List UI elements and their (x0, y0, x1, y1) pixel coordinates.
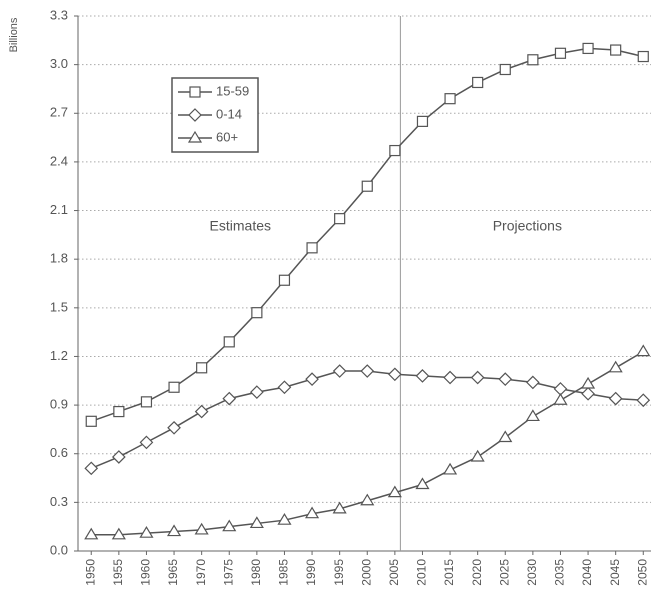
x-tick-label: 2020 (470, 559, 484, 586)
marker (445, 94, 455, 104)
x-tick-label: 1970 (194, 559, 208, 586)
x-tick-label: 1980 (249, 559, 263, 586)
marker (472, 372, 484, 384)
marker (611, 45, 621, 55)
marker (362, 181, 372, 191)
marker (390, 146, 400, 156)
x-tick-label: 2010 (415, 559, 429, 586)
marker (85, 529, 97, 539)
marker (637, 394, 649, 406)
y-tick-label: 0.0 (50, 542, 68, 557)
marker (251, 386, 263, 398)
marker (224, 337, 234, 347)
marker (168, 422, 180, 434)
y-tick-label: 0.6 (50, 445, 68, 460)
x-tick-label: 1990 (304, 559, 318, 586)
marker (114, 407, 124, 417)
marker (610, 393, 622, 405)
x-tick-label: 2030 (525, 559, 539, 586)
marker (555, 48, 565, 58)
marker (472, 451, 484, 461)
legend-label: 0-14 (216, 106, 242, 121)
marker (500, 65, 510, 75)
x-tick-label: 1985 (277, 559, 291, 586)
y-tick-label: 1.8 (50, 251, 68, 266)
marker (499, 373, 511, 385)
y-tick-label: 2.4 (50, 153, 68, 168)
marker (169, 382, 179, 392)
chart: Billions 0.0 0.3 0.6 0.9 1.2 1.5 1.8 2.1 2.4 2.7 3… (0, 0, 651, 603)
x-tick-label: 2045 (608, 559, 622, 586)
marker (197, 363, 207, 373)
x-tick-label: 2050 (635, 559, 649, 586)
marker (140, 527, 152, 537)
marker (389, 368, 401, 380)
marker (416, 370, 428, 382)
y-tick-label: 1.2 (50, 348, 68, 363)
x-tick-label: 1950 (83, 559, 97, 586)
x-tick-label: 1965 (166, 559, 180, 586)
marker (168, 526, 180, 536)
y-tick-label: 2.1 (50, 202, 68, 217)
marker (252, 308, 262, 318)
x-tick-label: 1960 (139, 559, 153, 586)
annotation: Estimates (210, 217, 271, 233)
marker (113, 529, 125, 539)
marker (196, 406, 208, 418)
marker (140, 436, 152, 448)
marker (335, 214, 345, 224)
marker (528, 55, 538, 65)
x-tick-label: 2000 (359, 559, 373, 586)
legend-label: 15-59 (216, 83, 249, 98)
marker (141, 397, 151, 407)
y-tick-label: 0.3 (50, 494, 68, 509)
x-tick-label: 2005 (387, 559, 401, 586)
marker (417, 116, 427, 126)
marker (113, 451, 125, 463)
legend: 15-59 0-14 60+ (172, 78, 258, 152)
marker (86, 416, 96, 426)
x-tick-label: 2035 (553, 559, 567, 586)
series-line (91, 352, 643, 535)
marker (527, 410, 539, 420)
marker (306, 373, 318, 385)
x-tick-label: 2015 (442, 559, 456, 586)
marker (416, 479, 428, 489)
marker (473, 77, 483, 87)
marker (278, 381, 290, 393)
legend-label: 60+ (216, 129, 238, 144)
y-tick-label: 1.5 (50, 299, 68, 314)
legend-marker (190, 87, 200, 97)
marker (638, 52, 648, 62)
marker (610, 362, 622, 372)
y-tick-label: 3.3 (50, 7, 68, 22)
marker (444, 372, 456, 384)
marker (527, 376, 539, 388)
marker (499, 432, 511, 442)
annotation: Projections (493, 217, 562, 233)
y-tick-label: 2.7 (50, 105, 68, 120)
marker (444, 464, 456, 474)
y-tick-label: 3.0 (50, 56, 68, 71)
marker (223, 393, 235, 405)
marker (582, 378, 594, 388)
x-tick-label: 2025 (497, 559, 511, 586)
marker (637, 346, 649, 356)
marker (583, 43, 593, 53)
marker (334, 365, 346, 377)
x-tick-label: 1955 (111, 559, 125, 586)
x-tick-label: 1995 (332, 559, 346, 586)
y-axis-label: Billions (8, 17, 20, 52)
marker (307, 243, 317, 253)
x-tick-label: 1975 (221, 559, 235, 586)
marker (582, 388, 594, 400)
y-tick-label: 0.9 (50, 397, 68, 412)
marker (85, 462, 97, 474)
marker (554, 394, 566, 404)
x-tick-label: 2040 (580, 559, 594, 586)
marker (361, 365, 373, 377)
marker (279, 275, 289, 285)
